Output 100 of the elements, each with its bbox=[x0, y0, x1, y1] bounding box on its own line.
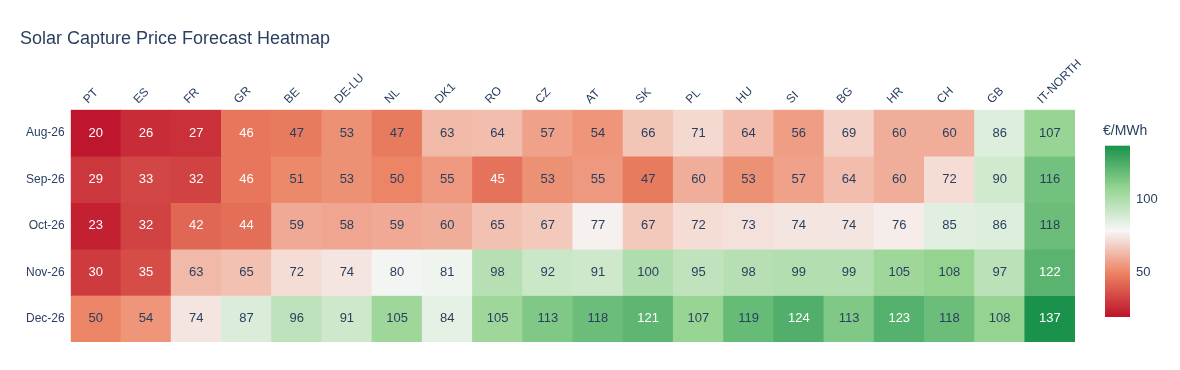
data-label: 47 bbox=[389, 124, 405, 140]
data-label: 44 bbox=[239, 217, 254, 233]
data-label: 90 bbox=[992, 170, 1007, 186]
x-tick-label: FR bbox=[180, 84, 203, 107]
data-label: 100 bbox=[637, 263, 660, 279]
x-tick-label: GR bbox=[230, 83, 254, 107]
y-tick-label: Oct-26 bbox=[28, 218, 66, 233]
data-label: 124 bbox=[787, 310, 810, 326]
x-tick-label: PL bbox=[682, 85, 704, 107]
color-bar-label: 100 bbox=[1136, 191, 1158, 207]
y-tick-label: Dec-26 bbox=[26, 311, 66, 326]
data-label: 59 bbox=[289, 217, 304, 233]
data-label: 60 bbox=[440, 217, 455, 233]
data-label: 95 bbox=[691, 263, 706, 279]
data-label: 51 bbox=[289, 170, 304, 186]
x-tick-label: CZ bbox=[532, 84, 554, 107]
y-tick-label: Sep-26 bbox=[25, 171, 66, 186]
data-label: 74 bbox=[791, 217, 807, 233]
data-label: 57 bbox=[540, 124, 555, 140]
data-label: 60 bbox=[942, 124, 957, 140]
data-label: 64 bbox=[741, 124, 756, 140]
data-label: 60 bbox=[892, 170, 907, 186]
data-label: 113 bbox=[537, 310, 559, 326]
data-label: 86 bbox=[992, 217, 1007, 233]
data-label: 60 bbox=[691, 170, 706, 186]
x-tick-label: SI bbox=[783, 88, 802, 107]
x-tick-label: SK bbox=[632, 84, 654, 107]
x-tick-label: DK1 bbox=[431, 79, 459, 107]
data-label: 59 bbox=[389, 217, 405, 233]
data-label: 118 bbox=[1039, 217, 1061, 233]
data-label: 26 bbox=[138, 124, 154, 140]
x-tick-label: NL bbox=[381, 85, 403, 107]
data-label: 98 bbox=[490, 263, 505, 279]
data-label: 64 bbox=[841, 170, 857, 186]
data-label: 45 bbox=[490, 170, 505, 186]
data-label: 99 bbox=[791, 263, 807, 279]
data-label: 47 bbox=[640, 170, 656, 186]
data-label: 76 bbox=[892, 217, 907, 233]
y-tick-label: Aug-26 bbox=[25, 125, 66, 140]
data-label: 53 bbox=[339, 170, 355, 186]
data-label: 113 bbox=[838, 310, 860, 326]
x-tick-label: HU bbox=[732, 83, 756, 107]
data-label: 91 bbox=[590, 263, 606, 279]
data-label: 66 bbox=[640, 124, 656, 140]
data-label: 105 bbox=[888, 263, 911, 279]
data-label: 84 bbox=[440, 310, 455, 326]
data-label: 53 bbox=[741, 170, 756, 186]
data-label: 65 bbox=[239, 263, 254, 279]
data-label: 30 bbox=[88, 263, 104, 279]
x-tick-label: ES bbox=[130, 84, 152, 107]
data-label: 54 bbox=[590, 124, 606, 140]
data-label: 74 bbox=[339, 263, 355, 279]
data-label: 47 bbox=[289, 124, 304, 140]
x-tick-label: BG bbox=[833, 83, 856, 107]
data-label: 74 bbox=[841, 217, 857, 233]
x-tick-label: BE bbox=[281, 84, 303, 107]
data-label: 56 bbox=[791, 124, 807, 140]
data-label: 116 bbox=[1039, 170, 1061, 186]
data-label: 29 bbox=[88, 170, 104, 186]
chart-title: Solar Capture Price Forecast Heatmap bbox=[20, 27, 331, 48]
data-label: 122 bbox=[1039, 263, 1061, 279]
data-label: 20 bbox=[88, 124, 104, 140]
data-label: 74 bbox=[189, 310, 204, 326]
data-label: 71 bbox=[691, 124, 706, 140]
data-label: 67 bbox=[540, 217, 555, 233]
data-label: 72 bbox=[289, 263, 304, 279]
data-label: 108 bbox=[938, 263, 961, 279]
data-label: 53 bbox=[339, 124, 355, 140]
data-label: 58 bbox=[339, 217, 355, 233]
y-tick-label: Nov-26 bbox=[26, 264, 66, 279]
data-label: 53 bbox=[540, 170, 555, 186]
color-bar-label: 50 bbox=[1136, 263, 1151, 279]
x-tick-label: RO bbox=[481, 83, 505, 107]
data-label: 32 bbox=[189, 170, 204, 186]
data-label: 50 bbox=[389, 170, 405, 186]
data-label: 69 bbox=[841, 124, 857, 140]
data-label: 80 bbox=[389, 263, 405, 279]
data-label: 72 bbox=[942, 170, 957, 186]
data-label: 105 bbox=[386, 310, 408, 326]
data-label: 46 bbox=[239, 124, 254, 140]
data-label: 55 bbox=[440, 170, 455, 186]
x-tick-label: GB bbox=[984, 83, 1007, 107]
data-label: 46 bbox=[239, 170, 254, 186]
x-tick-label: HR bbox=[883, 83, 907, 107]
data-label: 86 bbox=[992, 124, 1007, 140]
data-label: 63 bbox=[440, 124, 455, 140]
data-label: 137 bbox=[1039, 310, 1061, 326]
x-tick-label: CH bbox=[933, 83, 957, 107]
data-label: 119 bbox=[738, 310, 759, 326]
data-label: 107 bbox=[1039, 124, 1061, 140]
data-label: 60 bbox=[892, 124, 907, 140]
data-label: 64 bbox=[490, 124, 505, 140]
data-label: 98 bbox=[741, 263, 756, 279]
data-label: 67 bbox=[640, 217, 656, 233]
data-label: 50 bbox=[88, 310, 104, 326]
data-label: 65 bbox=[490, 217, 505, 233]
color-bar-title: €/MWh bbox=[1103, 121, 1148, 138]
data-label: 118 bbox=[939, 310, 960, 326]
data-label: 85 bbox=[942, 217, 957, 233]
data-label: 55 bbox=[590, 170, 606, 186]
